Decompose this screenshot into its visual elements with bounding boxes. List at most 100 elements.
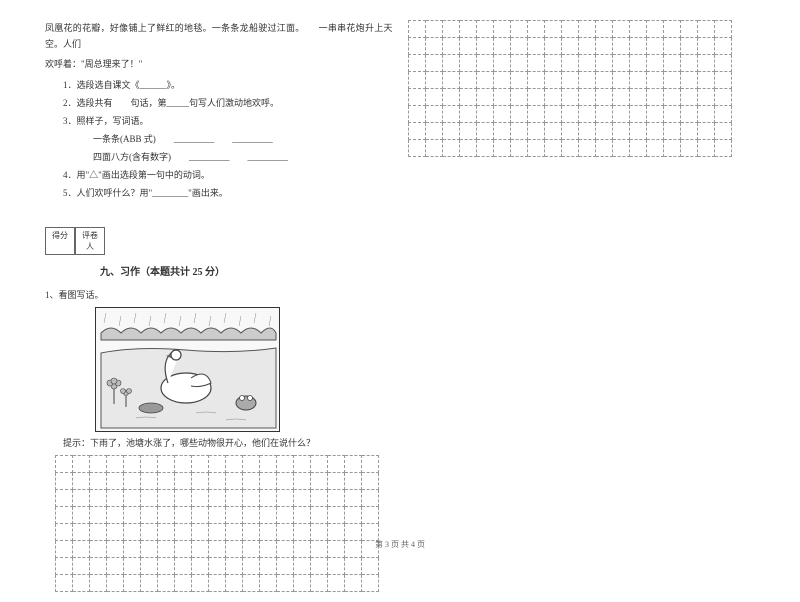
grid-cell — [260, 473, 277, 490]
grid-cell — [260, 575, 277, 592]
grid-cell — [493, 123, 510, 140]
grid-cell — [663, 89, 680, 106]
grid-cell — [612, 55, 629, 72]
grid-cell — [311, 456, 328, 473]
writing-grid-left — [55, 455, 379, 592]
grid-cell — [158, 490, 175, 507]
grid-cell — [73, 507, 90, 524]
grid-cell — [408, 106, 425, 123]
grid-cell — [141, 473, 158, 490]
grid-cell — [544, 72, 561, 89]
grid-cell — [243, 558, 260, 575]
grid-cell — [425, 140, 442, 157]
grid-cell — [663, 21, 680, 38]
grid-cell — [493, 21, 510, 38]
grid-cell — [595, 55, 612, 72]
grid-cell — [544, 89, 561, 106]
grid-cell — [629, 38, 646, 55]
grid-cell — [714, 106, 731, 123]
grid-cell — [442, 55, 459, 72]
grid-cell — [124, 456, 141, 473]
grid-cell — [425, 55, 442, 72]
grid-cell — [294, 490, 311, 507]
grid-cell — [459, 38, 476, 55]
grid-cell — [90, 473, 107, 490]
grid-cell — [311, 558, 328, 575]
grid-cell — [362, 507, 379, 524]
grid-cell — [192, 456, 209, 473]
grid-cell — [362, 473, 379, 490]
grid-cell — [459, 106, 476, 123]
grid-cell — [476, 38, 493, 55]
grid-cell — [311, 575, 328, 592]
grid-cell — [90, 456, 107, 473]
grid-cell — [226, 507, 243, 524]
grid-cell — [612, 89, 629, 106]
grid-cell — [294, 507, 311, 524]
grid-cell — [646, 38, 663, 55]
question-2: 2．选段共有 句话，第_____句写人们激动地欢呼。 — [63, 95, 393, 112]
grid-cell — [107, 490, 124, 507]
grid-cell — [459, 123, 476, 140]
writing-grid-right — [408, 20, 732, 157]
grid-cell — [646, 140, 663, 157]
grid-cell — [697, 38, 714, 55]
grid-cell — [493, 38, 510, 55]
grid-cell — [595, 72, 612, 89]
grid-cell — [612, 140, 629, 157]
grid-cell — [561, 55, 578, 72]
grid-cell — [260, 507, 277, 524]
grid-cell — [56, 473, 73, 490]
grid-cell — [612, 106, 629, 123]
grid-cell — [124, 473, 141, 490]
grid-cell — [544, 38, 561, 55]
grid-cell — [124, 507, 141, 524]
grid-cell — [561, 89, 578, 106]
grid-cell — [226, 575, 243, 592]
grid-cell — [158, 558, 175, 575]
passage-line2: 欢呼着："周总理来了！" — [45, 56, 393, 72]
grid-cell — [493, 106, 510, 123]
grid-cell — [629, 123, 646, 140]
passage-line1: 凤凰花的花瓣，好像铺上了鲜红的地毯。一条条龙船驶过江面。 一串串花炮升上天空。人… — [45, 20, 393, 52]
grid-cell — [277, 456, 294, 473]
grid-cell — [527, 89, 544, 106]
grid-cell — [578, 72, 595, 89]
grid-cell — [663, 140, 680, 157]
section-title: 九、习作（本题共计 25 分） — [100, 263, 393, 278]
grid-cell — [175, 490, 192, 507]
grid-cell — [311, 507, 328, 524]
grid-cell — [425, 38, 442, 55]
grid-cell — [243, 473, 260, 490]
grid-cell — [260, 490, 277, 507]
grid-cell — [629, 140, 646, 157]
grid-cell — [345, 575, 362, 592]
grid-cell — [442, 123, 459, 140]
grid-cell — [714, 38, 731, 55]
grid-cell — [595, 106, 612, 123]
grid-cell — [544, 140, 561, 157]
grader-label: 评卷人 — [75, 227, 105, 255]
grid-cell — [243, 490, 260, 507]
grid-cell — [510, 123, 527, 140]
grid-cell — [663, 55, 680, 72]
grid-cell — [328, 473, 345, 490]
grid-cell — [680, 55, 697, 72]
grid-cell — [578, 38, 595, 55]
grid-cell — [578, 123, 595, 140]
grid-cell — [697, 21, 714, 38]
grid-cell — [663, 72, 680, 89]
writing-subtitle: 1、看图写话。 — [45, 288, 393, 301]
grid-cell — [408, 38, 425, 55]
grid-cell — [442, 38, 459, 55]
grid-cell — [362, 558, 379, 575]
question-4: 4．用"△"画出选段第一句中的动词。 — [63, 167, 393, 184]
grid-cell — [175, 575, 192, 592]
question-3a: 一条条(ABB 式) _________ _________ — [93, 131, 393, 148]
grid-cell — [629, 72, 646, 89]
grid-cell — [459, 140, 476, 157]
grid-cell — [408, 55, 425, 72]
grid-cell — [476, 55, 493, 72]
grid-cell — [527, 106, 544, 123]
grid-cell — [680, 38, 697, 55]
